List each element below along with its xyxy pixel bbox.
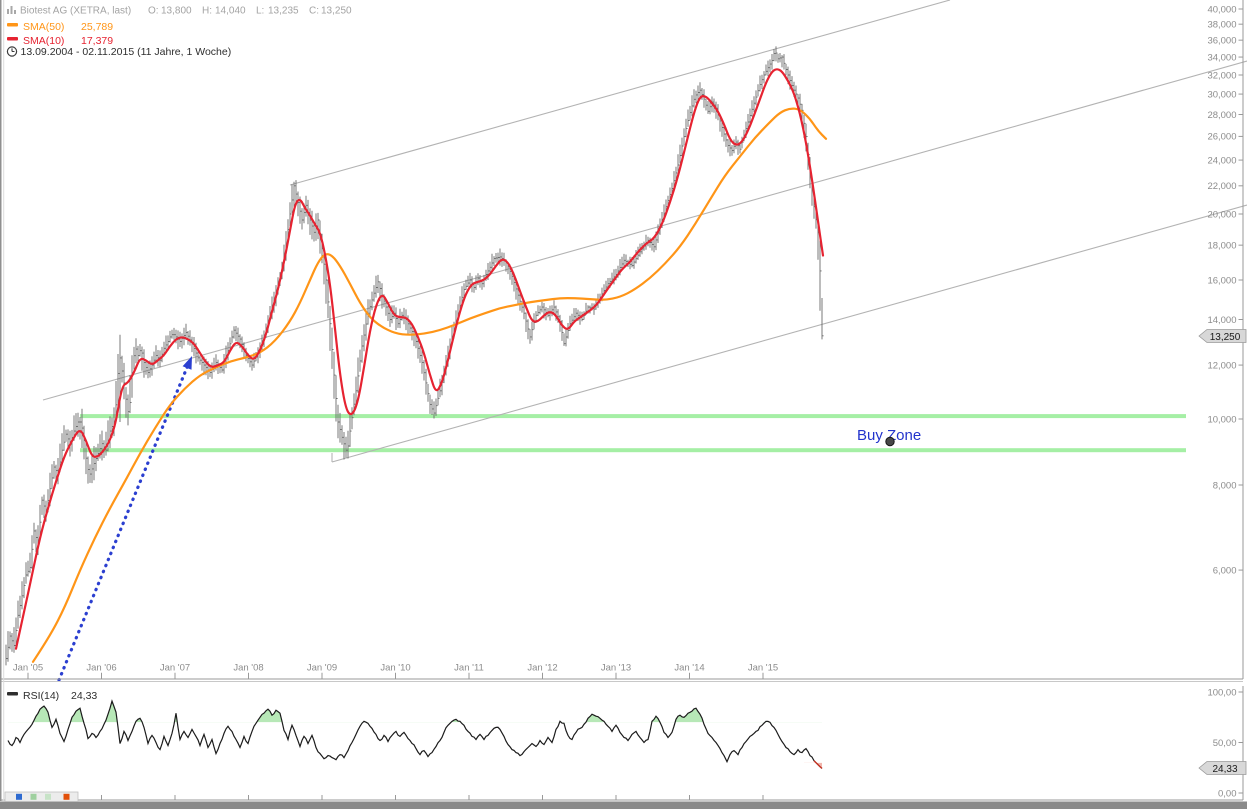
x-axis-label: Jan '15 — [748, 663, 778, 674]
instrument-icon — [7, 6, 16, 14]
rsi-value: 24,33 — [71, 690, 97, 702]
buy-zone-annotation[interactable]: Buy Zone — [857, 427, 921, 447]
sma50-label: SMA(50) — [23, 21, 64, 33]
rsi-value-tag: 24,33 — [1198, 761, 1247, 775]
rsi-value-tag-value: 24,33 — [1212, 764, 1237, 775]
y-axis-label: 24,000 — [1207, 155, 1236, 166]
left-border-inner — [3, 0, 5, 801]
high-value: 14,040 — [215, 6, 246, 17]
y-axis-label: 32,000 — [1207, 70, 1236, 81]
x-axis-label: Jan '13 — [601, 663, 631, 674]
y-axis-label: 26,000 — [1207, 132, 1236, 143]
x-axis-label: Jan '14 — [674, 663, 704, 674]
mini-toolbar-button-1[interactable] — [16, 793, 22, 800]
y-axis-label: 14,000 — [1207, 315, 1236, 326]
price-bars — [5, 46, 824, 666]
trend-arrow[interactable] — [57, 356, 192, 682]
price-panel-legend: Biotest AG (XETRA, last) O: 13,800 H: 14… — [6, 6, 352, 58]
y-axis-label: 38,000 — [1207, 19, 1236, 30]
clock-icon — [6, 46, 18, 57]
price-axes: Jan '05 Jan '06 Jan '07 Jan '08 Jan '09 Jan '… — [0, 0, 1244, 680]
rsi-axis-label: 0,00 — [1218, 788, 1237, 799]
rsi-axis-label: 100,00 — [1207, 687, 1236, 698]
y-axis-label: 20,000 — [1207, 209, 1236, 220]
y-axis-label: 16,000 — [1207, 275, 1236, 286]
rsi-color-swatch-icon — [7, 692, 18, 696]
x-axis-label: Jan '06 — [86, 663, 116, 674]
rsi-panel-legend: RSI(14) 24,33 — [7, 690, 97, 702]
mini-toolbar-button-4[interactable] — [63, 793, 70, 800]
mini-toolbar-bg — [4, 791, 79, 802]
y-axis-label: 34,000 — [1207, 52, 1236, 63]
instrument-name: Biotest AG (XETRA, last) — [20, 6, 131, 17]
y-axis-label: 18,000 — [1207, 240, 1236, 251]
rsi-overbought-fill — [33, 701, 770, 723]
y-axis-label: 6,000 — [1213, 565, 1237, 576]
sma50-line — [31, 107, 828, 663]
buy-zone-label[interactable]: Buy Zone — [857, 427, 921, 444]
y-axis-label: 30,000 — [1207, 89, 1236, 100]
x-axis-label: Jan '10 — [380, 663, 410, 674]
open-label: O: — [148, 6, 159, 17]
low-value: 13,235 — [268, 6, 299, 17]
x-axis-label: Jan '08 — [233, 663, 263, 674]
x-axis-label: Jan '11 — [454, 663, 484, 674]
y-axis-label: 8,000 — [1213, 480, 1237, 491]
bottom-window-strip — [0, 801, 1247, 809]
rsi-line — [7, 699, 823, 769]
mini-toolbar-button-2[interactable] — [30, 793, 37, 800]
panel-mini-toolbar[interactable] — [4, 791, 79, 802]
rsi-panel: 100,00 50,00 0,00 — [0, 681, 1244, 801]
rsi-axis-label: 50,00 — [1213, 738, 1237, 749]
rsi-line-oversold-end — [813, 760, 823, 769]
trend-channel-lines[interactable] — [42, 0, 1247, 463]
open-value: 13,800 — [161, 6, 192, 17]
x-axis-label: Jan '09 — [307, 663, 337, 674]
close-label: C: — [309, 6, 319, 17]
sma50-value: 25,789 — [81, 21, 113, 33]
y-axis-label: 36,000 — [1207, 35, 1236, 46]
last-price-tag-value: 13,250 — [1210, 332, 1241, 343]
sma50-color-swatch-icon — [7, 23, 18, 27]
x-axis-label: Jan '05 — [13, 663, 43, 674]
y-axis-label: 40,000 — [1207, 4, 1236, 15]
buy-zone-drag-handle[interactable] — [885, 436, 895, 447]
x-axis-label: Jan '07 — [160, 663, 190, 674]
sma10-label: SMA(10) — [23, 35, 64, 47]
sma10-value: 17,379 — [81, 35, 113, 47]
close-value: 13,250 — [321, 6, 352, 17]
x-axis-label: Jan '12 — [527, 663, 557, 674]
sma10-line — [14, 68, 825, 650]
high-label: H: — [202, 6, 212, 17]
low-label: L: — [256, 6, 264, 17]
rsi-label: RSI(14) — [23, 690, 59, 702]
last-price-tag: 13,250 — [1198, 329, 1247, 343]
date-range-text: 13.09.2004 - 02.11.2015 (11 Jahre, 1 Woc… — [21, 46, 232, 58]
buy-zone-band[interactable] — [80, 414, 1186, 453]
y-axis-label: 28,000 — [1207, 110, 1236, 121]
mini-toolbar-button-3[interactable] — [45, 793, 51, 800]
y-axis-label: 22,000 — [1207, 181, 1236, 192]
y-axis-label: 12,000 — [1207, 360, 1236, 371]
y-axis-label: 10,000 — [1207, 414, 1236, 425]
sma10-color-swatch-icon — [7, 37, 18, 41]
left-border — [0, 0, 2, 801]
